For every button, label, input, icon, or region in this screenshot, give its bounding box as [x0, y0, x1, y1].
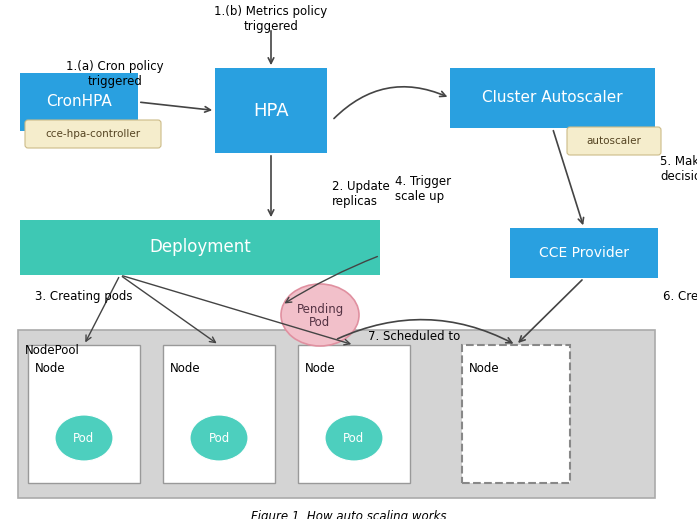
Text: 3. Creating pods: 3. Creating pods [35, 290, 132, 303]
FancyBboxPatch shape [25, 120, 161, 148]
Ellipse shape [55, 415, 113, 461]
Text: NodePool: NodePool [25, 344, 80, 357]
Bar [18, 330, 655, 498]
Text: 1.(b) Metrics policy
triggered: 1.(b) Metrics policy triggered [215, 5, 328, 33]
Ellipse shape [281, 284, 359, 346]
Bar [298, 345, 410, 483]
Bar [20, 220, 380, 275]
Ellipse shape [325, 415, 383, 461]
Bar [20, 73, 138, 131]
Text: 7. Scheduled to: 7. Scheduled to [368, 330, 460, 343]
Text: Pod: Pod [208, 431, 229, 444]
Text: 2. Update
replicas: 2. Update replicas [332, 180, 390, 208]
Text: Pod: Pod [344, 431, 365, 444]
Text: Node: Node [170, 362, 201, 375]
Bar [163, 345, 275, 483]
Text: Node: Node [305, 362, 336, 375]
Bar [215, 68, 327, 153]
Text: HPA: HPA [253, 102, 289, 119]
Text: CCE Provider: CCE Provider [539, 246, 629, 260]
Bar [510, 228, 658, 278]
Text: Node: Node [469, 362, 500, 375]
Bar [462, 345, 570, 483]
Text: Node: Node [35, 362, 66, 375]
Text: 4. Trigger
scale up: 4. Trigger scale up [395, 175, 451, 203]
FancyBboxPatch shape [567, 127, 661, 155]
Bar [28, 345, 140, 483]
Text: 5. Make scale-up
decision: 5. Make scale-up decision [660, 155, 697, 183]
Text: Pod: Pod [73, 431, 95, 444]
Text: Cluster Autoscaler: Cluster Autoscaler [482, 90, 623, 105]
Ellipse shape [190, 415, 248, 461]
Text: cce-hpa-controller: cce-hpa-controller [45, 129, 141, 139]
Text: 1.(a) Cron policy
triggered: 1.(a) Cron policy triggered [66, 60, 164, 88]
Text: autoscaler: autoscaler [587, 136, 641, 146]
Text: 6. Create nodes: 6. Create nodes [663, 290, 697, 303]
Text: Figure 1  How auto scaling works: Figure 1 How auto scaling works [251, 510, 446, 519]
Text: CronHPA: CronHPA [46, 94, 112, 110]
Bar [450, 68, 655, 128]
Text: Pod: Pod [309, 317, 330, 330]
Text: Deployment: Deployment [149, 239, 251, 256]
Text: Pending: Pending [296, 303, 344, 316]
